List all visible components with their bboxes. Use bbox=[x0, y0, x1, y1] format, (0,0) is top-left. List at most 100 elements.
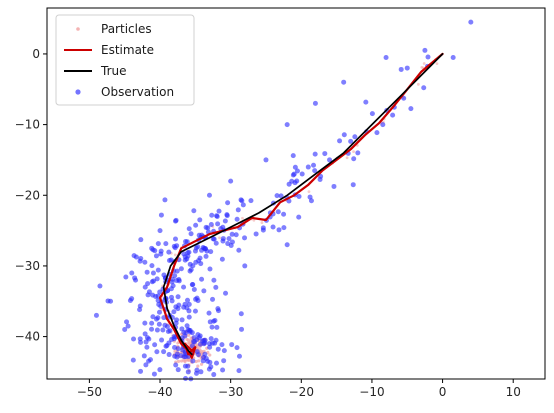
observation-point bbox=[253, 231, 259, 237]
observation-point bbox=[160, 327, 166, 333]
observation-point bbox=[404, 65, 410, 71]
observation-point bbox=[190, 358, 196, 364]
observation-point bbox=[337, 138, 343, 144]
observation-point bbox=[171, 334, 177, 340]
observation-point bbox=[169, 279, 175, 285]
observation-point bbox=[144, 344, 150, 350]
observation-point bbox=[173, 217, 179, 223]
observation-point bbox=[141, 353, 147, 359]
observation-point bbox=[155, 315, 161, 321]
observation-point bbox=[421, 85, 427, 91]
observation-point bbox=[191, 287, 197, 293]
observation-point bbox=[167, 328, 173, 334]
legend-marker-swatch bbox=[76, 27, 80, 31]
observation-point bbox=[234, 216, 240, 222]
observation-point bbox=[260, 225, 266, 231]
observation-point bbox=[172, 353, 178, 359]
observation-point bbox=[157, 367, 163, 373]
observation-point bbox=[351, 156, 357, 162]
observation-point bbox=[390, 112, 396, 118]
observation-point bbox=[292, 164, 298, 170]
observation-point bbox=[238, 311, 244, 317]
observation-point bbox=[183, 354, 189, 360]
observation-point bbox=[173, 362, 179, 368]
observation-point bbox=[305, 164, 311, 170]
observation-point bbox=[322, 151, 328, 157]
observation-point bbox=[284, 122, 290, 128]
observation-point bbox=[308, 198, 314, 204]
observation-point bbox=[312, 168, 318, 174]
observation-point bbox=[155, 241, 161, 247]
observation-point bbox=[183, 375, 189, 381]
particle-point bbox=[345, 156, 349, 160]
observation-point bbox=[182, 257, 188, 263]
observation-point bbox=[234, 345, 240, 351]
observation-point bbox=[142, 320, 148, 326]
observation-point bbox=[208, 364, 214, 370]
observation-point bbox=[355, 150, 361, 156]
observation-point bbox=[196, 335, 202, 341]
observation-point bbox=[211, 318, 217, 324]
observation-point bbox=[274, 193, 280, 199]
observation-point bbox=[311, 162, 317, 168]
observation-point bbox=[228, 178, 234, 184]
observation-point bbox=[154, 349, 160, 355]
observation-point bbox=[150, 314, 156, 320]
observation-point bbox=[185, 253, 191, 259]
observation-point bbox=[341, 79, 347, 85]
observation-point bbox=[348, 138, 354, 144]
observation-point bbox=[363, 99, 369, 105]
x-tick-label: −20 bbox=[289, 385, 314, 399]
observation-point bbox=[156, 309, 162, 315]
observation-point bbox=[158, 248, 164, 254]
observation-point bbox=[422, 47, 428, 53]
observation-point bbox=[175, 294, 181, 300]
x-axis-ticks: −50 −40 −30 −20 −10 0 10 bbox=[77, 379, 521, 399]
observation-point bbox=[213, 337, 219, 343]
observation-point bbox=[213, 284, 219, 290]
observation-point bbox=[239, 198, 245, 204]
particle-point bbox=[241, 216, 244, 220]
observation-point bbox=[185, 297, 191, 303]
observation-point bbox=[383, 54, 389, 60]
observation-point bbox=[166, 352, 172, 358]
observation-point bbox=[299, 171, 305, 177]
particle-point bbox=[176, 341, 179, 345]
particle-point bbox=[420, 66, 424, 69]
observation-point bbox=[195, 244, 201, 250]
observation-point bbox=[142, 284, 148, 290]
observation-point bbox=[162, 197, 168, 203]
observation-point bbox=[369, 111, 375, 117]
particle-point bbox=[260, 221, 264, 224]
observation-point bbox=[125, 323, 131, 329]
observation-points bbox=[93, 19, 474, 382]
observation-point bbox=[202, 337, 208, 343]
observation-point bbox=[151, 371, 157, 377]
observation-point bbox=[145, 281, 151, 287]
observation-point bbox=[213, 360, 219, 366]
observation-point bbox=[152, 342, 158, 348]
observation-point bbox=[248, 198, 254, 204]
observation-point bbox=[236, 368, 242, 374]
legend-label: Estimate bbox=[101, 43, 154, 57]
observation-point bbox=[188, 267, 194, 273]
observation-point bbox=[150, 270, 156, 276]
observation-point bbox=[284, 242, 290, 248]
observation-point bbox=[290, 153, 296, 159]
observation-point bbox=[138, 256, 144, 262]
y-tick-label: 0 bbox=[32, 47, 40, 61]
observation-point bbox=[220, 367, 226, 373]
observation-point bbox=[468, 19, 474, 25]
observation-point bbox=[291, 171, 297, 177]
observation-point bbox=[108, 298, 114, 304]
observation-point bbox=[206, 341, 212, 347]
observation-point bbox=[202, 351, 208, 357]
particle-point bbox=[197, 359, 201, 363]
true-line bbox=[162, 53, 444, 356]
observation-point bbox=[97, 283, 103, 289]
observation-point bbox=[138, 368, 144, 374]
observation-point bbox=[216, 308, 222, 314]
legend-label: True bbox=[100, 64, 127, 78]
observation-point bbox=[164, 342, 170, 348]
